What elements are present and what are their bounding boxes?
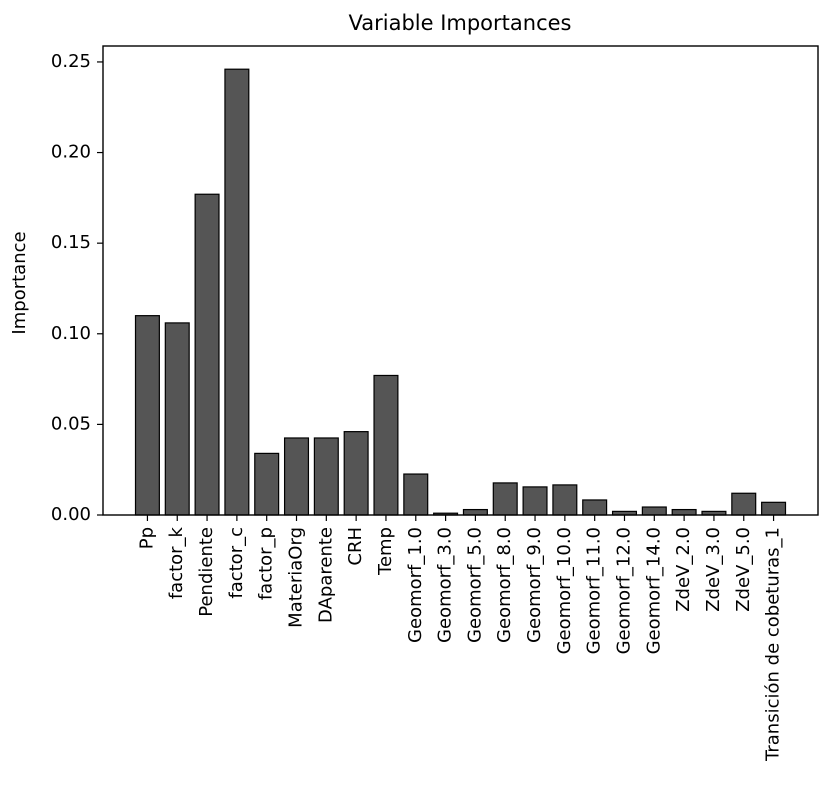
y-tick-label: 0.25	[51, 51, 91, 72]
y-tick-label: 0.10	[51, 323, 91, 344]
x-tick-label: factor_k	[166, 526, 187, 599]
bar	[224, 68, 250, 516]
chart-title: Variable Importances	[349, 11, 572, 35]
bar	[373, 374, 399, 516]
x-tick-label: Temp	[375, 527, 396, 576]
bar	[462, 508, 488, 516]
bar	[522, 486, 548, 516]
x-tick-label: Geomorf_9.0	[524, 527, 545, 643]
x-tick-label: Transición de cobeturas_1	[763, 527, 784, 762]
x-tick-label: Geomorf_14.0	[643, 527, 664, 654]
bar	[761, 501, 787, 516]
x-tick-label: Geomorf_10.0	[554, 527, 575, 654]
x-tick-label: ZdeV_3.0	[703, 527, 724, 612]
bar	[731, 492, 757, 516]
x-tick-label: ZdeV_5.0	[733, 527, 754, 612]
y-tick-label: 0.20	[51, 142, 91, 163]
y-tick-label: 0.15	[51, 232, 91, 253]
bar	[671, 508, 697, 516]
bar	[194, 193, 220, 516]
bar	[134, 315, 160, 516]
x-tick-label: Geomorf_8.0	[494, 527, 515, 643]
x-tick-label: ZdeV_2.0	[673, 527, 694, 612]
x-tick-label: Pp	[136, 527, 157, 549]
y-axis-label: Importance	[9, 231, 30, 334]
bar	[283, 437, 310, 516]
x-tick-label: MateriaOrg	[286, 527, 307, 628]
bar	[254, 452, 280, 516]
x-tick-label: DAparente	[315, 527, 336, 623]
x-tick-label: Geomorf_12.0	[613, 527, 634, 654]
x-tick-label: factor_c	[226, 527, 247, 599]
bar	[552, 484, 578, 516]
bar	[313, 437, 339, 516]
x-tick-label: Geomorf_1.0	[405, 527, 426, 643]
x-tick-label: CRH	[345, 527, 366, 566]
x-tick-label: Geomorf_5.0	[464, 527, 485, 643]
y-tick-label: 0.00	[51, 504, 91, 525]
x-tick-label: Geomorf_11.0	[584, 527, 605, 654]
bar	[641, 506, 667, 516]
y-tick-label: 0.05	[51, 413, 91, 434]
x-tick-label: factor_p	[256, 527, 277, 600]
x-tick-label: Geomorf_3.0	[435, 527, 456, 643]
x-tick-label: Pendiente	[196, 527, 217, 617]
bar	[403, 473, 429, 516]
plot-frame	[102, 45, 819, 516]
bar	[492, 482, 518, 516]
bar	[164, 322, 190, 516]
bar	[582, 499, 608, 516]
bar	[343, 431, 369, 516]
